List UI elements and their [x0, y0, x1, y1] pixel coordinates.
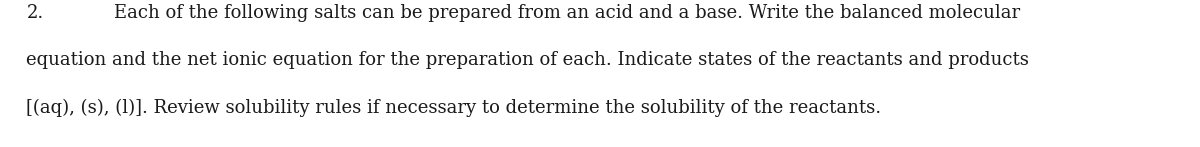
Text: equation and the net ionic equation for the preparation of each. Indicate states: equation and the net ionic equation for …: [26, 51, 1030, 69]
Text: 2.: 2.: [26, 4, 43, 22]
Text: Each of the following salts can be prepared from an acid and a base. Write the b: Each of the following salts can be prepa…: [114, 4, 1020, 22]
Text: [(aq), (s), (l)]. Review solubility rules if necessary to determine the solubili: [(aq), (s), (l)]. Review solubility rule…: [26, 98, 882, 117]
Text: (c) Al(NO$_3$)$_3$ (aq): (c) Al(NO$_3$)$_3$ (aq): [787, 146, 941, 147]
Text: (b) CsCH$_3$CO$_2$ (aq): (b) CsCH$_3$CO$_2$ (aq): [478, 146, 650, 147]
Text: (a) BaCl$_2$ (aq): (a) BaCl$_2$ (aq): [190, 146, 314, 147]
